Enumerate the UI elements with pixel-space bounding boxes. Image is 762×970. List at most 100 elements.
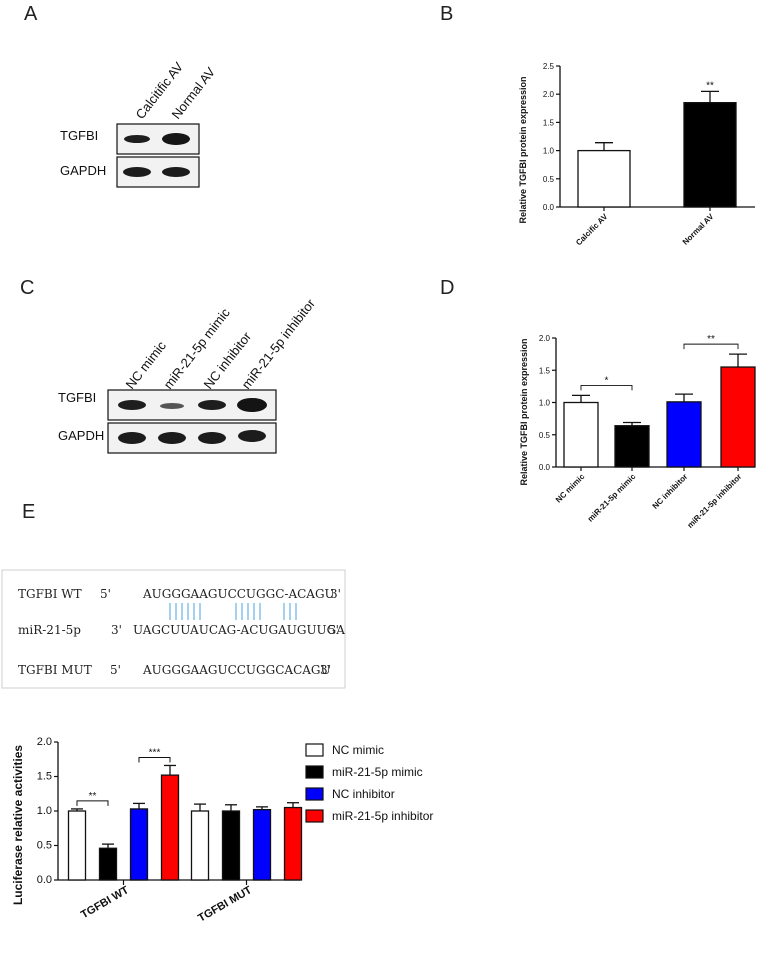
chart-d-x-tick-label: NC mimic: [554, 472, 587, 505]
chart-e-y-tick-label: 1.5: [37, 771, 52, 783]
panel-label-b: B: [440, 3, 453, 25]
seq-wt-5prime: 5': [100, 587, 111, 601]
blot-c-band: [238, 430, 266, 442]
blot-c-lane-label: miR-21-5p inhibitor: [239, 296, 319, 392]
sequence-box: [1, 569, 346, 689]
panel-label-c: C: [20, 277, 34, 299]
chart-b-x-tick-label: Calcific AV: [574, 212, 610, 248]
blot-a-band: [162, 133, 190, 145]
sequence-alignment: TGFBI WT 5' AUGGGAAGUCCUGGC-ACAGU 3' miR…: [1, 569, 346, 689]
blot-c-band: [198, 432, 226, 444]
chart-d-y-tick-label: 1.0: [539, 399, 551, 408]
chart-d-bar: [563, 401, 599, 468]
chart-d-y-tick-label: 0.0: [539, 463, 551, 472]
seq-mut-sequence: AUGGGAAGUCCUGGCACAGU: [142, 663, 331, 677]
seq-mir-3prime: 3': [111, 623, 122, 637]
panel-label-d: D: [440, 277, 454, 299]
blot-c-row-label: TGFBI: [58, 390, 96, 405]
chart-e-bar: [221, 810, 241, 881]
chart-e-y-tick-label: 1.0: [37, 805, 52, 817]
chart-b-bar: [683, 102, 737, 208]
chart-e-y-tick-label: 0.5: [37, 840, 52, 852]
blot-c: NC mimic miR-21-5p mimic NC inhibitor mi…: [58, 296, 319, 454]
blot-a-band: [124, 135, 150, 143]
blot-a-band: [123, 167, 151, 177]
chart-d-bar: [666, 401, 702, 468]
blot-a-band: [162, 167, 190, 177]
chart-b-y-tick-label: 1.0: [543, 147, 555, 156]
chart-e-x-tick-label: TGFBI WT: [79, 884, 131, 921]
seq-mir-label: miR-21-5p: [18, 623, 81, 637]
chart-b-y-tick-label: 2.0: [543, 90, 555, 99]
chart-e-legend-label: miR-21-5p mimic: [332, 765, 423, 779]
chart-d-bar: [614, 425, 650, 468]
panel-label-a: A: [24, 3, 38, 25]
chart-e-bar: [160, 774, 180, 881]
seq-mir-sequence: UAGCUUAUCAG-ACUGAUGUUGA: [133, 623, 345, 637]
blot-a: Calcitific AV Normal AV TGFBI GAPDH: [60, 59, 218, 188]
chart-b-x-tick-label: Normal AV: [681, 212, 716, 247]
chart-d-bracket: [580, 384, 633, 391]
chart-e-legend-label: NC mimic: [332, 743, 384, 757]
chart-b-y-tick-label: 0.5: [543, 175, 555, 184]
chart-e-x-tick-label: TGFBI MUT: [196, 884, 254, 924]
chart-b-y-tick-label: 2.5: [543, 62, 555, 71]
chart-d-y-axis-label: Relative TGFBI protein expression: [519, 338, 529, 485]
chart-d-y-tick-label: 1.5: [539, 366, 551, 375]
chart-e-y-tick-label: 0.0: [37, 874, 52, 886]
chart-e: Luciferase relative activities 0.0 0.5 1.0…: [11, 736, 433, 925]
chart-e-legend-label: NC inhibitor: [332, 787, 395, 801]
chart-e-legend-swatch: [305, 809, 324, 823]
chart-e-legend-swatch: [305, 743, 324, 757]
chart-e-bar: [98, 847, 118, 881]
chart-d: Relative TGFBI protein expression 0.0 0.5…: [519, 334, 756, 530]
chart-d-bracket: [683, 343, 739, 350]
chart-d-significance: *: [605, 375, 609, 386]
chart-b-y-tick-label: 0.0: [543, 203, 555, 212]
chart-e-legend: NC mimic miR-21-5p mimic NC inhibitor miR-2…: [305, 743, 433, 823]
chart-b-significance: **: [706, 80, 714, 91]
panel-label-e: E: [22, 501, 35, 523]
seq-mut-label: TGFBI MUT: [18, 663, 92, 677]
chart-e-bracket: [76, 800, 109, 806]
blot-c-row-label: GAPDH: [58, 428, 104, 443]
chart-e-significance: **: [89, 791, 97, 802]
chart-e-y-tick-label: 2.0: [37, 736, 52, 748]
chart-b-bar: [577, 149, 631, 208]
chart-e-significance: ***: [149, 747, 161, 758]
seq-mut-5prime: 5': [110, 663, 121, 677]
chart-e-bar: [283, 806, 303, 881]
chart-e-y-axis-label: Luciferase relative activities: [11, 745, 25, 905]
chart-e-bar: [252, 808, 272, 881]
blot-c-band: [118, 432, 146, 444]
chart-d-significance: **: [707, 334, 715, 345]
chart-e-bar: [190, 810, 210, 881]
chart-d-y-tick-label: 0.5: [539, 431, 551, 440]
blot-c-band: [158, 432, 186, 444]
chart-d-y-tick-label: 2.0: [539, 334, 551, 343]
seq-mir-5prime: 5': [328, 623, 339, 637]
chart-d-x-tick-label: miR-21-5p inhibitor: [686, 472, 744, 530]
seq-wt-sequence: AUGGGAAGUCCUGGC-ACAGU: [142, 587, 335, 601]
chart-b-y-tick-label: 1.5: [543, 118, 555, 127]
chart-b-y-axis-label: Relative TGFBI protein expression: [518, 76, 528, 223]
chart-e-legend-swatch: [305, 765, 324, 779]
chart-d-x-tick-label: miR-21-5p mimic: [586, 472, 638, 524]
blot-c-band: [160, 403, 184, 409]
chart-e-bracket: [138, 756, 171, 763]
blot-a-row-label: TGFBI: [60, 128, 98, 143]
chart-e-bar: [129, 808, 149, 881]
seq-pairing-lines: [169, 603, 297, 620]
chart-e-bar: [67, 810, 87, 881]
seq-wt-label: TGFBI WT: [18, 587, 82, 601]
blot-a-row-label: GAPDH: [60, 163, 106, 178]
blot-c-band: [237, 398, 267, 412]
seq-mut-3prime: 3': [320, 663, 331, 677]
chart-e-legend-label: miR-21-5p inhibitor: [332, 809, 433, 823]
seq-wt-3prime: 3': [330, 587, 341, 601]
chart-d-x-tick-label: NC inhibitor: [651, 472, 690, 511]
chart-b: Relative TGFBI protein expression 0.0 0.5…: [518, 62, 755, 247]
chart-d-bar: [720, 366, 756, 468]
blot-c-band: [198, 400, 226, 410]
